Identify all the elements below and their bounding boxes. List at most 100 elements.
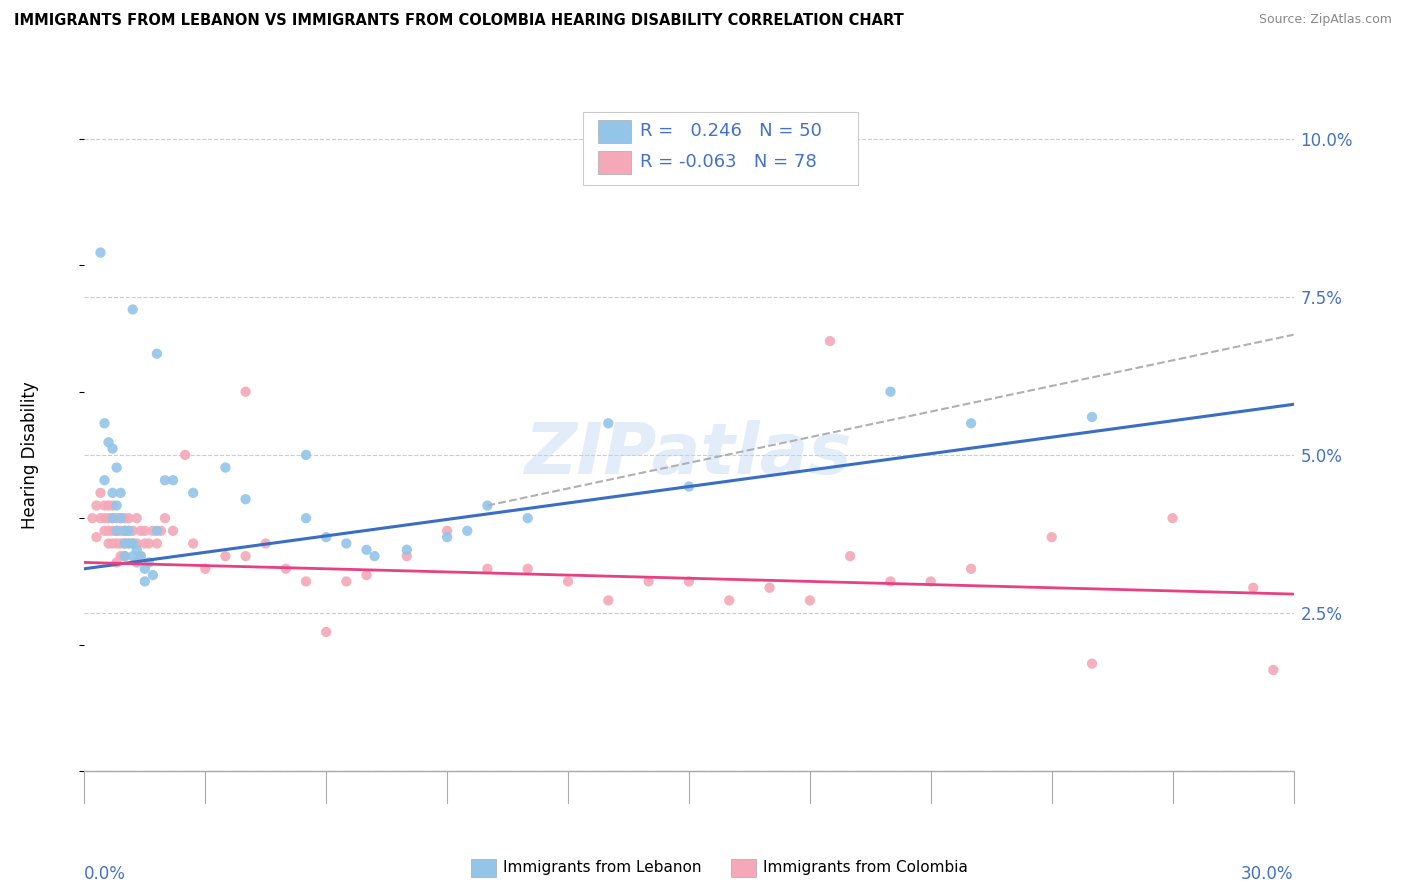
Point bbox=[174, 448, 197, 462]
Point bbox=[1081, 409, 1104, 424]
Point bbox=[214, 460, 236, 475]
Point bbox=[395, 549, 418, 563]
Point bbox=[97, 524, 120, 538]
Point bbox=[678, 574, 700, 589]
Point bbox=[105, 524, 128, 538]
Point bbox=[101, 442, 124, 456]
Point bbox=[93, 417, 115, 431]
Point bbox=[125, 536, 148, 550]
Point bbox=[121, 302, 143, 317]
Point bbox=[799, 593, 821, 607]
Point bbox=[134, 536, 156, 550]
Point bbox=[82, 511, 104, 525]
Point bbox=[101, 511, 124, 525]
Point bbox=[138, 556, 160, 570]
Point bbox=[436, 524, 458, 538]
Point bbox=[118, 511, 141, 525]
Point bbox=[101, 536, 124, 550]
Point bbox=[125, 556, 148, 570]
Point bbox=[110, 549, 132, 563]
Point bbox=[1081, 657, 1104, 671]
Point bbox=[134, 562, 156, 576]
Point bbox=[121, 549, 143, 563]
Point bbox=[920, 574, 942, 589]
Point bbox=[718, 593, 741, 607]
Point bbox=[105, 460, 128, 475]
Point bbox=[879, 574, 901, 589]
Point bbox=[149, 524, 172, 538]
Point bbox=[274, 562, 297, 576]
Point bbox=[114, 511, 136, 525]
Point bbox=[678, 479, 700, 493]
Point bbox=[110, 536, 132, 550]
Point bbox=[356, 568, 378, 582]
Point bbox=[105, 511, 128, 525]
Text: 0.0%: 0.0% bbox=[84, 865, 127, 883]
Point bbox=[557, 574, 579, 589]
Point bbox=[879, 384, 901, 399]
Point bbox=[363, 549, 385, 563]
Point bbox=[1040, 530, 1063, 544]
Point bbox=[598, 593, 620, 607]
Point bbox=[1263, 663, 1285, 677]
Point bbox=[105, 556, 128, 570]
Point bbox=[93, 524, 115, 538]
Point bbox=[395, 542, 418, 557]
Point bbox=[97, 536, 120, 550]
Point bbox=[146, 524, 169, 538]
Point bbox=[335, 574, 357, 589]
Point bbox=[153, 511, 176, 525]
Point bbox=[315, 625, 337, 640]
Point bbox=[110, 511, 132, 525]
Text: 30.0%: 30.0% bbox=[1241, 865, 1294, 883]
Point bbox=[89, 245, 111, 260]
Point bbox=[125, 511, 148, 525]
Point bbox=[97, 435, 120, 450]
Point bbox=[129, 524, 152, 538]
Point bbox=[138, 536, 160, 550]
Point bbox=[110, 486, 132, 500]
Point bbox=[118, 536, 141, 550]
Point bbox=[114, 524, 136, 538]
Point bbox=[86, 530, 108, 544]
Point bbox=[134, 524, 156, 538]
Point bbox=[93, 473, 115, 487]
Point bbox=[101, 486, 124, 500]
Text: ZIPatlas: ZIPatlas bbox=[526, 420, 852, 490]
Point bbox=[162, 473, 184, 487]
Point bbox=[125, 542, 148, 557]
Point bbox=[477, 499, 499, 513]
Text: R = -0.063   N = 78: R = -0.063 N = 78 bbox=[640, 153, 817, 171]
Point bbox=[758, 581, 780, 595]
Point bbox=[295, 448, 318, 462]
Point bbox=[181, 536, 204, 550]
Point bbox=[142, 524, 165, 538]
Text: IMMIGRANTS FROM LEBANON VS IMMIGRANTS FROM COLOMBIA HEARING DISABILITY CORRELATI: IMMIGRANTS FROM LEBANON VS IMMIGRANTS FR… bbox=[14, 13, 904, 29]
Point bbox=[146, 347, 169, 361]
Point bbox=[121, 524, 143, 538]
Point bbox=[142, 568, 165, 582]
Point bbox=[235, 384, 257, 399]
Point bbox=[960, 417, 983, 431]
Point bbox=[97, 499, 120, 513]
Point bbox=[89, 511, 111, 525]
Text: R =   0.246   N = 50: R = 0.246 N = 50 bbox=[640, 122, 821, 140]
Point bbox=[960, 562, 983, 576]
Point bbox=[101, 511, 124, 525]
Point bbox=[105, 536, 128, 550]
Text: Immigrants from Lebanon: Immigrants from Lebanon bbox=[503, 861, 702, 875]
Point bbox=[181, 486, 204, 500]
Point bbox=[129, 549, 152, 563]
Point bbox=[114, 549, 136, 563]
Point bbox=[105, 524, 128, 538]
Point bbox=[114, 549, 136, 563]
Point bbox=[356, 542, 378, 557]
Point bbox=[101, 499, 124, 513]
Point bbox=[110, 524, 132, 538]
Point bbox=[335, 536, 357, 550]
Point bbox=[93, 511, 115, 525]
Text: Immigrants from Colombia: Immigrants from Colombia bbox=[763, 861, 969, 875]
Point bbox=[105, 499, 128, 513]
Point bbox=[118, 524, 141, 538]
Point bbox=[129, 549, 152, 563]
